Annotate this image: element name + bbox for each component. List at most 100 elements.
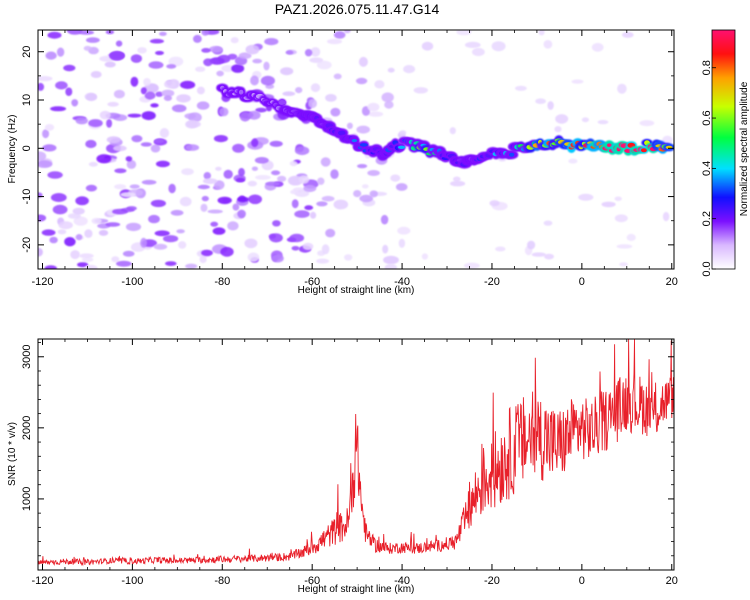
- spectrogram-noise-patch: [291, 246, 300, 251]
- spectrogram-noise-patch: [55, 81, 68, 90]
- spectrogram-noise-patch: [330, 169, 339, 180]
- y-tick-label: 0: [21, 145, 33, 151]
- spectrogram-noise-patch: [140, 142, 152, 147]
- snr-panel: -120 -100 -80 -60 -40 -20 0 20 1000 2000 3000 Hei…: [7, 338, 678, 595]
- spectrogram-noise-patch: [382, 244, 389, 254]
- spectrogram-noise-patch: [356, 125, 371, 134]
- spectrogram-noise-patch: [170, 209, 184, 216]
- x-tick-label: -40: [394, 276, 410, 288]
- spectrogram-noise-patch: [271, 254, 284, 263]
- spectrogram-noise-patch: [269, 233, 283, 243]
- spectrogram-noise-patch: [106, 136, 121, 144]
- spectrogram-noise-patch: [44, 265, 57, 269]
- spectrogram-noise-patch: [141, 111, 156, 121]
- spectrogram-noise-patch: [489, 200, 500, 207]
- spectrogram-noise-patch: [325, 94, 337, 102]
- spectrogram-noise-patch: [73, 216, 88, 226]
- spectrogram-noise-patch: [272, 220, 281, 227]
- spectrogram-noise-patch: [277, 175, 287, 182]
- y-tick-label: 3000: [21, 345, 33, 369]
- spectrogram-noise-patch: [58, 221, 73, 230]
- spectrogram-noise-patch: [472, 47, 485, 57]
- spectrogram-noise-patch: [399, 130, 407, 135]
- spectrogram-noise-patch: [263, 61, 270, 71]
- spectrogram-noise-patch: [47, 171, 63, 179]
- spectrogram-ridge-core: [640, 148, 647, 153]
- spectrogram-noise-patch: [84, 264, 98, 269]
- colorbar-ticks: 0.0 0.2 0.4 0.6 0.8: [701, 60, 716, 277]
- spectrogram-noise-patch: [250, 75, 259, 86]
- spectrogram-noise-patch: [141, 179, 157, 185]
- spectrogram-noise-patch: [202, 178, 218, 185]
- spectrogram-noise-patch: [38, 82, 45, 91]
- spectrogram-noise-patch: [83, 45, 92, 51]
- spectrogram-noise-patch: [381, 92, 394, 103]
- colorbar-tick-label: 0.4: [701, 161, 713, 176]
- spectrogram-noise-patch: [227, 53, 238, 60]
- spectrogram-noise-patch: [113, 145, 127, 152]
- snr-frame: [37, 338, 675, 571]
- spectrogram-noise-patch: [361, 184, 369, 189]
- x-tick-label: 20: [666, 276, 678, 288]
- spectrogram-noise-patch: [180, 80, 196, 89]
- spectrogram-noise-patch: [397, 226, 411, 235]
- spectrogram-noise-patch: [325, 228, 336, 238]
- spectrogram-noise-patch: [125, 156, 133, 162]
- spectrogram-noise-patch: [201, 48, 211, 53]
- spectrogram-noise-patch: [114, 184, 127, 190]
- spectrogram-noise-patch: [309, 57, 324, 63]
- spectrogram-noise-patch: [143, 78, 151, 86]
- spectrogram-noise-patch: [238, 168, 245, 177]
- spectrogram-noise-patch: [164, 80, 176, 89]
- spectrogram-noise-patch: [531, 252, 546, 257]
- spectrogram-noise-patch: [49, 236, 58, 244]
- spectrogram-noise-patch: [45, 51, 57, 60]
- spectrogram-noise-patch: [317, 177, 325, 185]
- spectrogram-noise-patch: [235, 177, 246, 183]
- spectrogram-noise-patch: [168, 183, 176, 194]
- spectrogram-noise-patch: [148, 214, 160, 224]
- spectrogram-noise-patch: [614, 214, 628, 223]
- spectrogram-noise-patch: [308, 98, 317, 109]
- spectrogram-noise-patch: [232, 143, 245, 153]
- spectrogram-noise-patch: [527, 240, 536, 250]
- spectrogram-noise-patch: [316, 201, 328, 207]
- x-tick-label: -60: [304, 575, 320, 587]
- spectrogram-noise-patch: [112, 208, 128, 215]
- spectrogram-noise-patch: [137, 47, 147, 54]
- spectrogram-noise-patch: [168, 56, 184, 67]
- spectrogram-noise-patch: [85, 93, 98, 102]
- spectrogram-noise-patch: [185, 144, 200, 151]
- spectrogram-noise-patch: [185, 263, 198, 269]
- spectrogram-noise-patch: [84, 229, 93, 238]
- chart-title: PAZ1.2026.075.11.47.G14: [275, 1, 440, 17]
- spectrogram-noise-patch: [41, 229, 56, 236]
- spectrogram-noise-patch: [304, 205, 314, 211]
- spectrogram-noise-patch: [52, 204, 68, 215]
- spectrogram-noise-patch: [86, 37, 100, 43]
- spectrogram-noise-patch: [333, 31, 346, 39]
- spectrogram-noise-patch: [195, 66, 206, 72]
- spectrogram-noise-patch: [197, 184, 210, 190]
- spectrogram-noise-patch: [387, 67, 395, 73]
- spectrogram-noise-patch: [310, 211, 317, 219]
- spectrogram-noise-patch: [71, 99, 79, 107]
- spectrogram-noise-patch: [359, 194, 374, 203]
- spectrogram-noise-patch: [179, 196, 192, 207]
- spectrogram-noise-patch: [384, 263, 397, 269]
- spectrogram-noise-patch: [251, 138, 259, 148]
- spectrogram-noise-patch: [617, 83, 627, 94]
- spectrogram-noise-patch: [140, 237, 148, 248]
- spectrogram-noise-patch: [113, 89, 125, 99]
- spectrogram-noise-patch: [464, 262, 480, 269]
- spectrogram-noise-patch: [252, 58, 263, 64]
- spectrogram-noise-patch: [619, 262, 628, 267]
- snr-x-axis-label: Height of straight line (km): [298, 584, 415, 595]
- spectrogram-noise-patch: [294, 146, 310, 156]
- spectrogram-noise-patch: [358, 56, 368, 67]
- spectrogram-noise-patch: [255, 107, 267, 113]
- x-tick-label: 0: [579, 276, 585, 288]
- spectrogram-noise-patch: [384, 100, 394, 109]
- spectrogram-noise-patch: [248, 194, 262, 205]
